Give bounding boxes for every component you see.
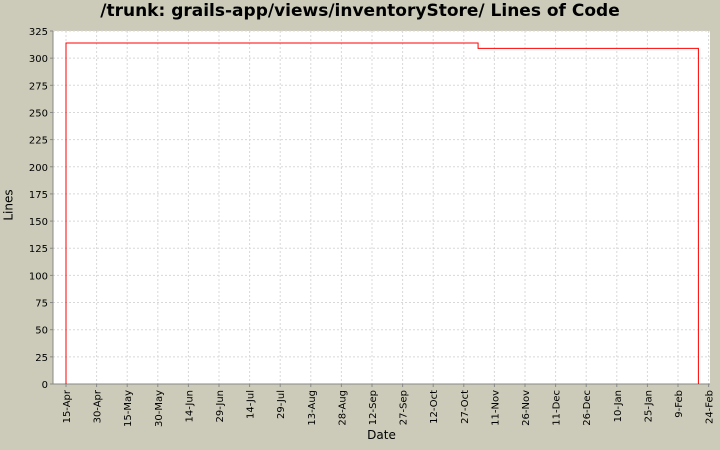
- y-tick-label: 50: [35, 326, 48, 337]
- x-tick-label: 10-Jan: [613, 390, 624, 422]
- y-tick-label: 100: [29, 271, 48, 282]
- x-tick-label: 28-Aug: [337, 390, 348, 426]
- y-tick-label: 25: [35, 353, 48, 364]
- x-tick-label: 27-Sep: [399, 390, 410, 425]
- x-tick-label: 15-May: [123, 390, 134, 427]
- y-tick-label: 0: [42, 380, 48, 391]
- x-tick-label: 29-Jul: [276, 390, 287, 419]
- chart-title: /trunk: grails-app/views/inventoryStore/…: [100, 1, 620, 21]
- x-tick-label: 11-Dec: [552, 390, 563, 426]
- x-tick-label: 11-Nov: [490, 390, 501, 426]
- x-tick-label: 26-Dec: [582, 390, 593, 426]
- y-tick-label: 325: [29, 27, 48, 38]
- y-tick-label: 250: [29, 108, 48, 119]
- x-tick-label: 12-Sep: [368, 390, 379, 425]
- series-line: [65, 42, 699, 384]
- x-tick-label: 25-Jan: [643, 390, 654, 422]
- x-axis-label: Date: [367, 428, 396, 442]
- y-tick-label: 200: [29, 163, 48, 174]
- x-tick-label: 29-Jun: [215, 390, 226, 423]
- x-tick-label: 13-Aug: [307, 390, 318, 426]
- y-tick-label: 150: [29, 217, 48, 228]
- x-tick-label: 14-Jul: [246, 390, 257, 419]
- x-tick-label: 9-Feb: [674, 390, 685, 418]
- y-tick-label: 125: [29, 244, 48, 255]
- plot-area: [53, 31, 710, 384]
- x-tick-label: 27-Oct: [460, 390, 471, 424]
- y-tick-label: 175: [29, 190, 48, 201]
- y-tick-label: 75: [35, 299, 48, 310]
- x-tick-label: 30-May: [154, 390, 165, 427]
- x-tick-label: 12-Oct: [429, 390, 440, 424]
- x-tick-label: 15-Apr: [62, 389, 73, 423]
- y-axis-label: Lines: [1, 189, 16, 221]
- y-tick-label: 300: [29, 54, 48, 65]
- x-tick-label: 30-Apr: [93, 389, 104, 423]
- x-tick-label: 14-Jun: [184, 390, 195, 423]
- x-tick-label: 26-Nov: [521, 390, 532, 426]
- y-tick-label: 275: [29, 81, 48, 92]
- x-tick-label: 24-Feb: [705, 390, 716, 424]
- y-tick-label: 225: [29, 136, 48, 147]
